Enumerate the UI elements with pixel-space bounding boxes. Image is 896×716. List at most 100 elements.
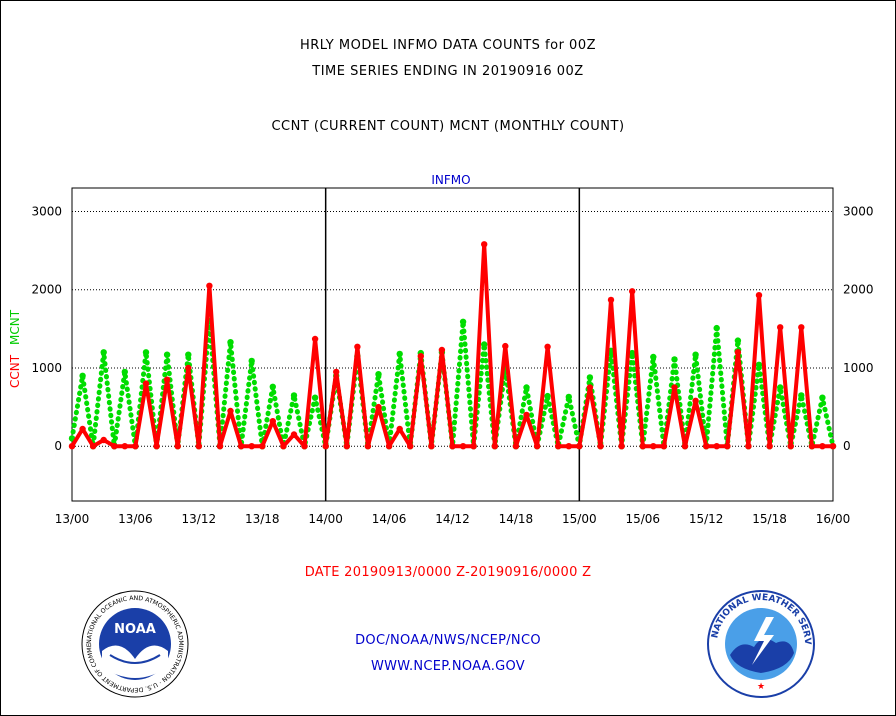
point-ccnt-67 [777, 324, 784, 331]
x-tick-label-10: 15/12 [689, 512, 724, 526]
series-lines [68, 241, 837, 450]
x-tick-label-8: 15/00 [562, 512, 597, 526]
noaa-logo-text: NOAA [114, 622, 156, 637]
point-ccnt-26 [343, 443, 350, 450]
point-ccnt-29 [375, 403, 382, 411]
point-ccnt-4 [111, 443, 118, 450]
x-tick-label-9: 15/06 [625, 512, 660, 526]
point-mcnt-11 [185, 351, 192, 358]
point-ccnt-58 [681, 443, 689, 450]
y-tick-label-left-1: 1000 [31, 361, 62, 375]
point-ccnt-28 [364, 443, 372, 450]
point-ccnt-23 [311, 335, 319, 343]
point-mcnt-31 [396, 350, 403, 358]
point-mcnt-59 [692, 351, 699, 358]
point-mcnt-1 [79, 372, 86, 379]
point-ccnt-35 [438, 346, 446, 354]
point-ccnt-13 [206, 282, 213, 289]
chart-title-line-2: TIME SERIES ENDING IN 20190916 00Z [312, 64, 584, 79]
point-mcnt-65 [755, 361, 763, 368]
point-ccnt-12 [195, 443, 202, 450]
y-tick-label-left-3: 3000 [31, 204, 62, 218]
point-ccnt-3 [100, 436, 107, 444]
x-tick-label-12: 16/00 [816, 512, 851, 526]
point-ccnt-55 [650, 443, 657, 450]
chart-title-line-3: CCNT (CURRENT COUNT) MCNT (MONTHLY COUNT… [271, 119, 625, 134]
x-tick-label-7: 14/18 [499, 512, 534, 526]
x-tick-label-6: 14/12 [435, 512, 470, 526]
y-tick-label-left-0: 0 [54, 439, 62, 453]
chart-title-line-1: HRLY MODEL INFMO DATA COUNTS for 00Z [299, 38, 596, 53]
point-ccnt-18 [259, 443, 266, 450]
x-tick-labels: 13/00 13/06 13/12 13/18 14/00 14/06 14/12 14/18… [55, 512, 851, 526]
x-tick-label-0: 13/00 [55, 512, 90, 526]
point-ccnt-14 [216, 443, 224, 450]
point-mcnt-45 [544, 392, 551, 400]
x-tick-label-11: 15/18 [752, 512, 787, 526]
point-mcnt-29 [375, 371, 382, 378]
point-mcnt-5 [121, 368, 128, 376]
y-tick-label-right-1: 1000 [843, 361, 874, 375]
point-mcnt-39 [481, 341, 488, 348]
point-ccnt-47 [565, 443, 572, 450]
website-link[interactable]: WWW.NCEP.NOAA.GOV [370, 659, 526, 674]
point-ccnt-49 [586, 384, 594, 391]
point-ccnt-64 [745, 443, 752, 450]
point-ccnt-45 [544, 343, 551, 350]
point-ccnt-1 [79, 425, 86, 433]
agency-path-link[interactable]: DOC/NOAA/NWS/NCEP/NCO [355, 633, 541, 648]
point-ccnt-68 [787, 443, 794, 450]
point-mcnt-69 [798, 392, 805, 399]
point-ccnt-69 [798, 324, 805, 331]
point-ccnt-0 [68, 443, 76, 450]
x-tick-label-5: 14/06 [372, 512, 407, 526]
x-tick-label-4: 14/00 [308, 512, 343, 526]
x-tick-label-3: 13/18 [245, 512, 280, 526]
day-dividers [324, 188, 581, 501]
point-mcnt-37 [459, 318, 467, 325]
point-mcnt-23 [311, 394, 319, 401]
point-mcnt-19 [269, 383, 276, 390]
point-ccnt-63 [734, 349, 742, 356]
point-ccnt-5 [121, 443, 128, 450]
y-tick-label-left-2: 2000 [31, 283, 62, 297]
y-tick-label-right-2: 2000 [843, 283, 874, 297]
y-axis-label-ccnt: CCNT [8, 354, 22, 388]
point-ccnt-21 [290, 431, 298, 438]
point-ccnt-59 [692, 397, 699, 404]
point-ccnt-54 [639, 443, 646, 450]
point-ccnt-27 [354, 343, 361, 350]
point-mcnt-61 [713, 324, 720, 332]
point-mcnt-15 [227, 339, 234, 346]
point-mcnt-49 [586, 374, 594, 381]
point-mcnt-9 [163, 351, 171, 358]
point-ccnt-2 [89, 443, 97, 450]
nws-logo: NATIONAL WEATHER SERVICE ★ [706, 589, 815, 698]
point-ccnt-36 [449, 443, 456, 450]
point-mcnt-53 [629, 349, 636, 357]
point-ccnt-31 [396, 425, 403, 433]
y-axis-label-mcnt: MCNT [8, 309, 22, 345]
point-mcnt-17 [248, 357, 255, 365]
point-ccnt-6 [132, 443, 139, 450]
point-ccnt-15 [227, 407, 234, 415]
point-ccnt-66 [766, 443, 773, 450]
x-tick-label-1: 13/06 [118, 512, 153, 526]
point-ccnt-33 [417, 353, 424, 360]
point-ccnt-65 [755, 292, 763, 299]
point-mcnt-55 [650, 353, 657, 361]
point-ccnt-38 [470, 443, 477, 450]
point-ccnt-61 [713, 443, 720, 450]
point-mcnt-47 [565, 393, 572, 401]
point-ccnt-11 [185, 364, 192, 372]
point-ccnt-24 [322, 443, 329, 450]
point-ccnt-32 [407, 443, 414, 450]
point-ccnt-70 [808, 443, 816, 450]
point-ccnt-60 [703, 443, 710, 450]
point-ccnt-57 [671, 384, 678, 391]
point-ccnt-41 [502, 342, 509, 350]
point-ccnt-50 [597, 443, 604, 450]
point-ccnt-52 [618, 443, 625, 450]
point-mcnt-57 [671, 356, 678, 363]
y-tick-labels: 0 0 1000 1000 2000 2000 3000 3000 [31, 204, 873, 453]
